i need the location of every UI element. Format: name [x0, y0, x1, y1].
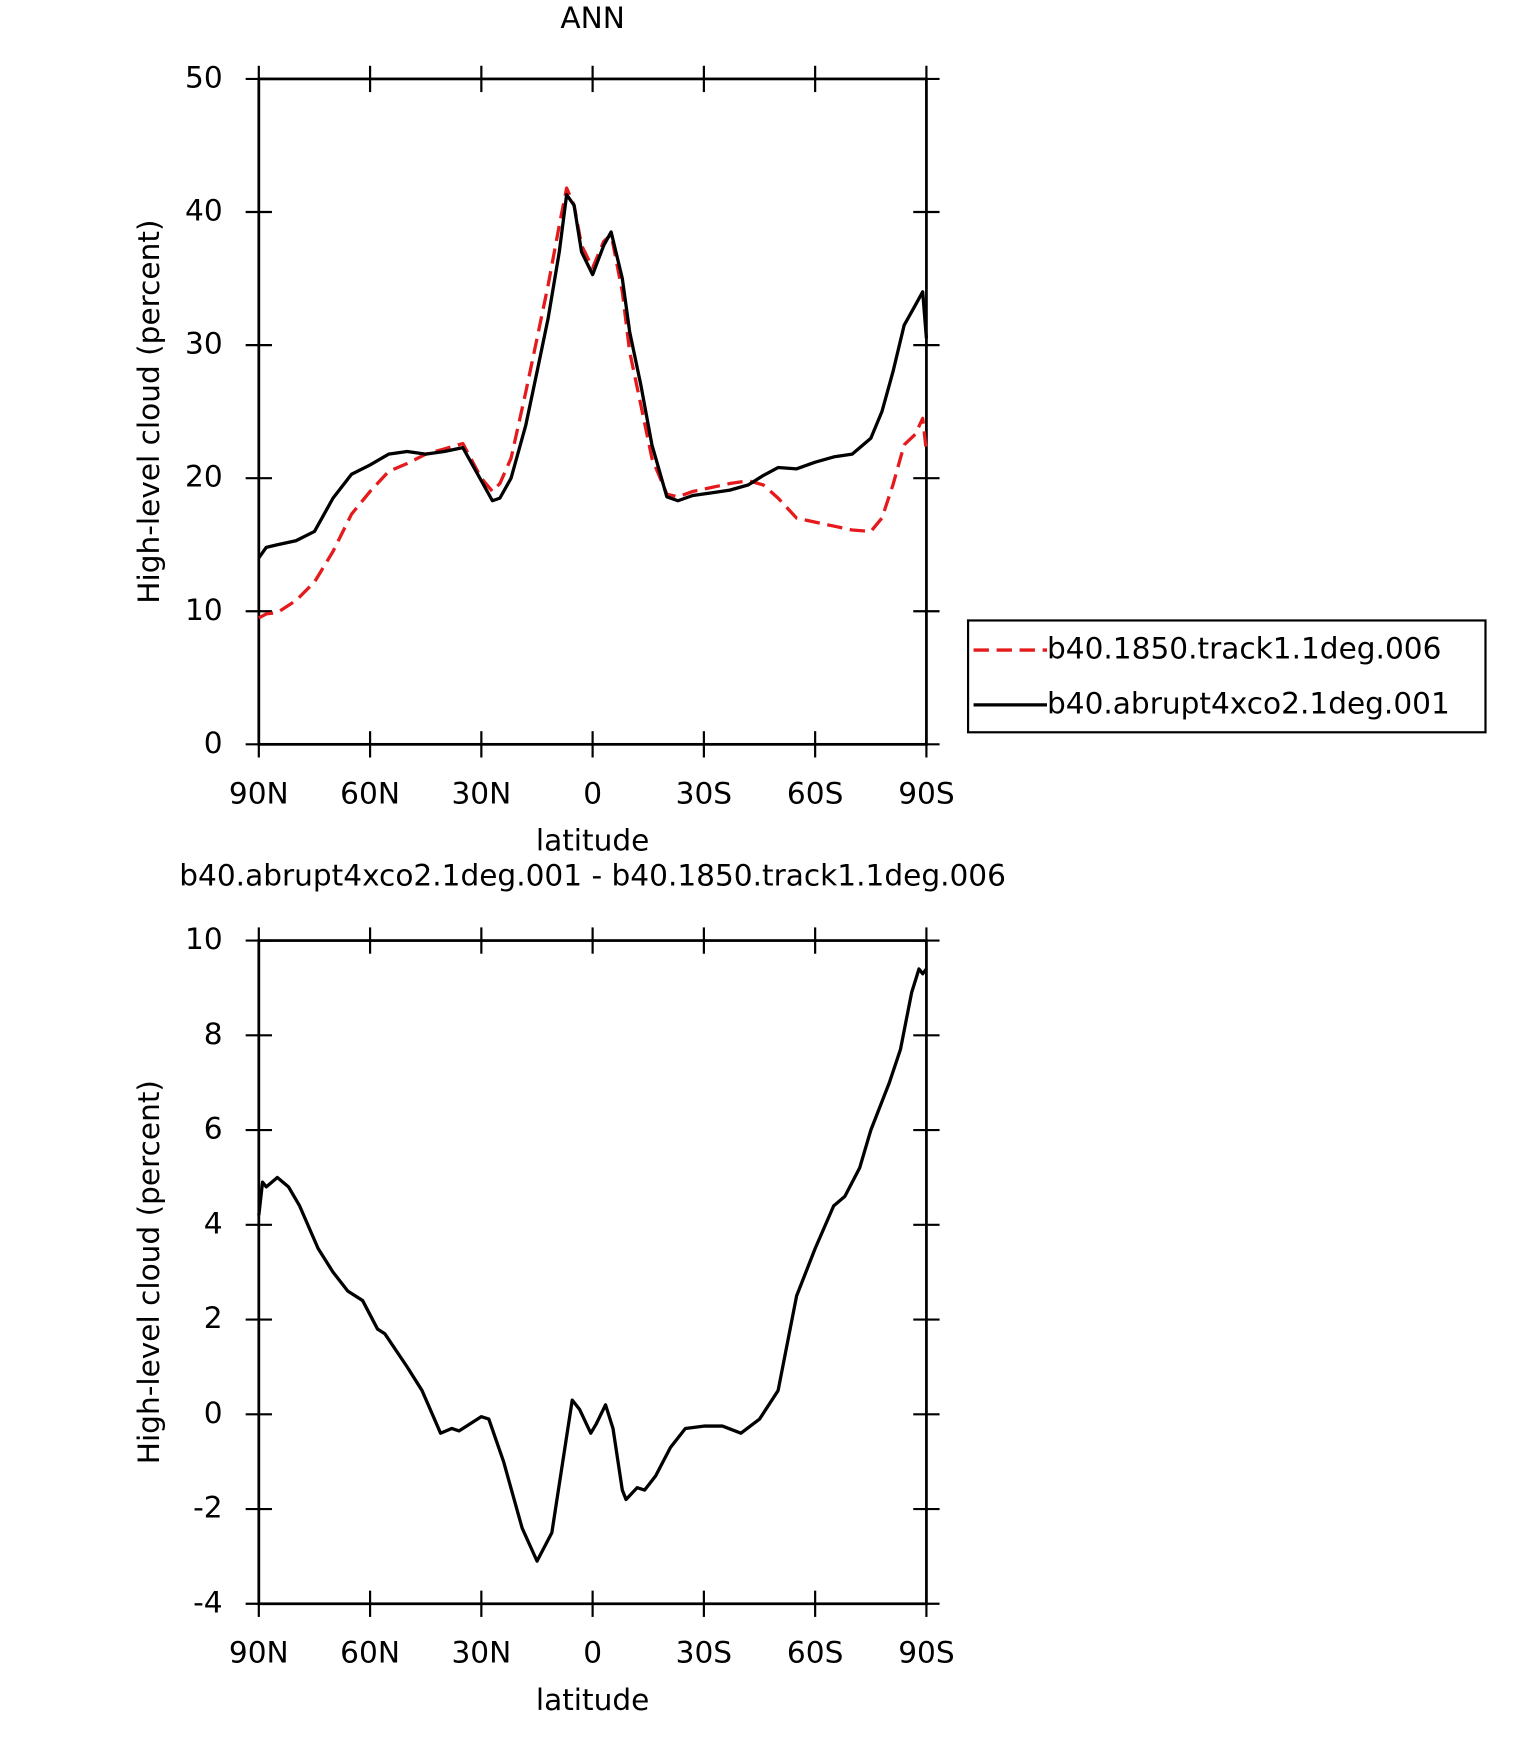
y-tick-label: -2 — [193, 1491, 223, 1525]
y-tick-label: 4 — [204, 1206, 223, 1240]
y-tick-label: 50 — [185, 60, 223, 94]
y-tick-label: 0 — [204, 1396, 223, 1430]
x-tick-label: 30N — [451, 1636, 511, 1670]
y-tick-label: -4 — [193, 1585, 223, 1619]
y-axis-label: High-level cloud (percent) — [132, 220, 166, 604]
y-tick-label: 40 — [185, 194, 223, 228]
chart-title: b40.abrupt4xco2.1deg.001 - b40.1850.trac… — [179, 858, 1006, 892]
x-tick-label: 60S — [787, 776, 843, 810]
y-tick-label: 2 — [204, 1301, 223, 1335]
x-tick-label: 90N — [229, 776, 289, 810]
series-line — [258, 186, 929, 620]
legend-box — [966, 619, 1487, 734]
x-tick-label: 60S — [787, 1636, 843, 1670]
x-axis-label: latitude — [536, 1683, 649, 1717]
series-line — [257, 193, 929, 559]
y-tick-label: 6 — [204, 1112, 223, 1146]
x-tick-label: 90S — [898, 1636, 954, 1670]
y-tick-label: 10 — [185, 922, 223, 956]
legend-label: b40.1850.track1.1deg.006 — [1047, 632, 1441, 666]
chart-title: ANN — [560, 1, 625, 35]
x-tick-label: 90S — [898, 776, 954, 810]
series-line — [257, 967, 928, 1563]
x-tick-label: 30N — [451, 776, 511, 810]
x-axis-label: latitude — [536, 823, 649, 857]
x-tick-label: 60N — [340, 776, 400, 810]
y-axis-label: High-level cloud (percent) — [132, 1080, 166, 1464]
x-tick-label: 0 — [583, 776, 602, 810]
x-tick-label: 30S — [676, 1636, 732, 1670]
x-tick-label: 90N — [229, 1636, 289, 1670]
y-tick-label: 8 — [204, 1017, 223, 1051]
y-tick-label: 30 — [185, 327, 223, 361]
x-tick-label: 0 — [583, 1636, 602, 1670]
y-tick-label: 20 — [185, 460, 223, 494]
legend-label: b40.abrupt4xco2.1deg.001 — [1047, 686, 1450, 720]
plot-frame — [257, 939, 928, 1606]
plot-frame — [257, 77, 928, 746]
x-tick-label: 60N — [340, 1636, 400, 1670]
y-tick-label: 0 — [204, 726, 223, 760]
x-tick-label: 30S — [676, 776, 732, 810]
y-tick-label: 10 — [185, 593, 223, 627]
